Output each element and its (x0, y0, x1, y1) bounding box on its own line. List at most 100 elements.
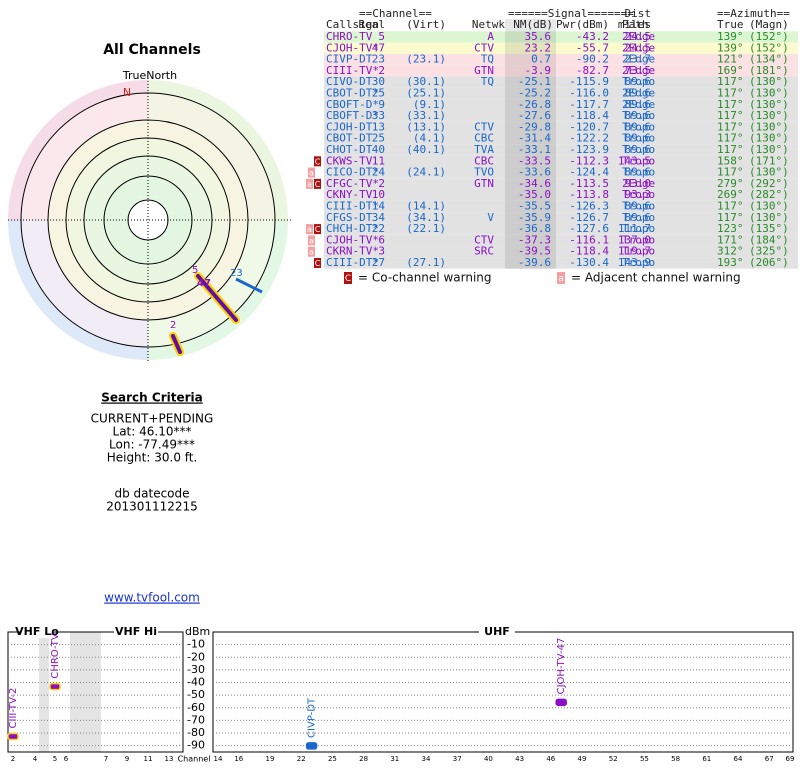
cell-pwr: -117.7 (569, 98, 609, 111)
cell-path: Tropo (622, 211, 655, 224)
x-tick-label: 14 (214, 755, 223, 763)
cell-magn: (282°) (749, 188, 789, 201)
cell-netwk: SRC (474, 245, 494, 258)
row-background (324, 110, 798, 122)
cell-real: 14 (372, 200, 386, 213)
cell-path: Tropo (622, 233, 655, 246)
cell-nm: -39.5 (518, 245, 551, 258)
cell-dist: 89.6 (625, 87, 652, 100)
station-spoke (235, 277, 263, 294)
row-background (324, 234, 798, 247)
cell-netwk: TVA (474, 143, 494, 156)
cell-netwk: TVO (474, 166, 494, 179)
warning-icon (308, 246, 315, 257)
cell-nm: -31.4 (518, 132, 551, 145)
cell-callsign: CHRO-TV (326, 30, 373, 43)
cell-pwr: -112.3 (569, 154, 609, 167)
cell-nm: 23.2 (525, 41, 552, 54)
cell-dist: 137.0 (618, 233, 651, 246)
cell-real: 23 (372, 53, 385, 66)
cell-true: 117° (717, 166, 744, 179)
warning-letter: a (309, 248, 314, 257)
cell-true: 117° (717, 120, 744, 133)
cell-magn: (184°) (749, 233, 789, 246)
cell-magn: (130°) (749, 143, 789, 156)
cell-pwr: -116.1 (569, 233, 609, 246)
column-header: True (717, 18, 744, 31)
row-background (324, 65, 798, 77)
search-line: Lat: 46.10*** (113, 425, 192, 439)
datecode: 201301112215 (106, 500, 198, 514)
band-label: VHF Lo (15, 625, 59, 638)
x-tick-label: 37 (453, 755, 462, 763)
vhf-panel (7, 631, 184, 753)
cell-path: Tropo (622, 132, 655, 145)
cell-virt: (14.1) (406, 200, 446, 213)
column-header: Real (359, 18, 386, 31)
x-tick-label: 67 (765, 755, 774, 763)
cell-callsign: CBOFT-D* (326, 109, 379, 122)
column-header: (Magn) (749, 18, 789, 31)
cell-real: 25 (372, 132, 385, 145)
cell-virt: (33.1) (406, 109, 446, 122)
cell-dist: 89.6 (625, 109, 652, 122)
cell-path: 2Edge (622, 41, 655, 54)
cell-real: 47 (372, 41, 385, 54)
station-label: CIVP-DT (307, 697, 318, 738)
cell-true: 269° (717, 188, 744, 201)
legend-text: = Adjacent channel warning (571, 271, 741, 285)
cell-dist: 24.5 (625, 30, 652, 43)
cell-true: 117° (717, 132, 744, 145)
warning-letter: C (315, 157, 321, 166)
cell-magn: (130°) (749, 87, 789, 100)
cell-dist: 111.7 (618, 222, 651, 235)
warning-letter: C (315, 259, 321, 268)
row-background (324, 121, 798, 134)
y-tick-label: -20 (187, 650, 205, 663)
cell-dist: 89.6 (625, 75, 652, 88)
cell-true: 117° (717, 98, 744, 111)
cell-magn: (130°) (749, 200, 789, 213)
cell-true: 117° (717, 109, 744, 122)
cell-nm: -33.1 (518, 143, 551, 156)
cell-dist: 89.6 (625, 211, 652, 224)
cell-nm: -25.2 (518, 87, 551, 100)
polar-title: All Channels (103, 42, 201, 58)
cell-callsign: CIII-TV* (326, 64, 379, 77)
y-tick-label: -90 (187, 739, 205, 752)
cell-magn: (134°) (749, 53, 789, 66)
cell-pwr: -116.0 (569, 87, 609, 100)
cell-nm: -25.1 (518, 75, 551, 88)
row-background (324, 223, 798, 235)
cell-virt: (4.1) (413, 132, 446, 145)
x-tick-label: 28 (359, 755, 368, 763)
x-axis-label: Channel (178, 755, 211, 764)
y-tick-label: -80 (187, 726, 205, 739)
spoke-label: 47 (197, 278, 211, 289)
cell-real: 6 (378, 233, 385, 246)
site-link[interactable]: www.tvfool.com (104, 591, 200, 605)
cell-netwk: GTN (474, 177, 494, 190)
x-tick-label: 58 (671, 755, 680, 763)
cell-path: Tropo (622, 154, 655, 167)
station-marker (555, 698, 567, 707)
cell-virt: (34.1) (406, 211, 446, 224)
cell-dist: 143.9 (618, 256, 651, 269)
row-background (324, 76, 798, 88)
x-tick-label: 46 (546, 755, 555, 763)
cell-netwk: CBC (474, 132, 494, 145)
uhf-panel (212, 631, 794, 753)
warning-icon (308, 235, 315, 246)
station-spoke (196, 274, 238, 322)
cell-pwr: -120.7 (569, 120, 609, 133)
band-label-bg (479, 626, 515, 638)
cell-path: 2Edge (622, 87, 655, 100)
cell-dist: 93.0 (625, 177, 652, 190)
cell-pwr: -55.7 (576, 41, 609, 54)
cell-callsign: CIII-DT* (326, 200, 379, 213)
cell-nm: -39.6 (518, 256, 551, 269)
x-tick-label: 61 (702, 755, 711, 763)
cell-real: 9 (378, 98, 385, 111)
cell-callsign: CIVO-DT (326, 75, 373, 88)
band-label-bg (114, 626, 158, 638)
